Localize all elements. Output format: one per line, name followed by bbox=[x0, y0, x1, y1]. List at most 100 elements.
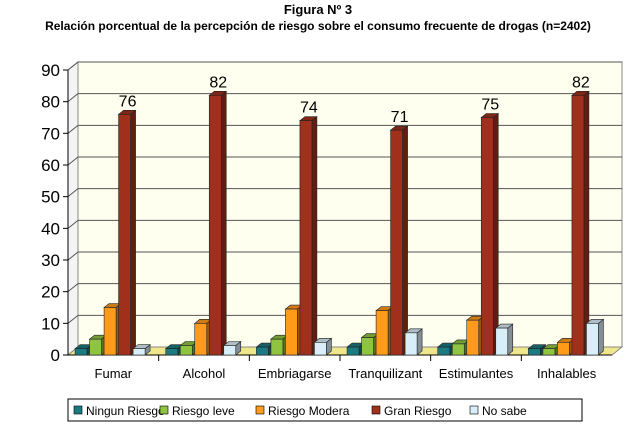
x-tick-label: Fumar bbox=[95, 366, 133, 381]
gridline bbox=[67, 188, 622, 198]
x-tick-label: Inhalables bbox=[537, 366, 597, 381]
bar-front bbox=[285, 308, 298, 356]
bar-front bbox=[390, 129, 403, 356]
y-tick-label: 90 bbox=[41, 61, 60, 80]
legend-label: Ningun Riesgo bbox=[86, 404, 165, 418]
gridline bbox=[67, 93, 622, 103]
bar-side bbox=[507, 323, 514, 356]
gridline bbox=[67, 251, 622, 261]
bar-front bbox=[89, 338, 102, 356]
bar-gran-riesgo bbox=[299, 116, 318, 356]
y-tick-label: 10 bbox=[41, 314, 60, 333]
bar-no-sabe bbox=[313, 337, 333, 356]
bar-front bbox=[375, 310, 389, 356]
bar-front bbox=[299, 120, 313, 356]
data-label: 82 bbox=[209, 74, 227, 91]
bar-front bbox=[74, 348, 88, 356]
bar-front bbox=[314, 342, 327, 356]
y-tick-label: 80 bbox=[41, 93, 60, 112]
bar-side bbox=[583, 90, 590, 356]
y-tick-label: 60 bbox=[41, 156, 60, 175]
bar-gran-riesgo bbox=[117, 109, 137, 356]
bar-no-sabe bbox=[585, 318, 605, 356]
legend-box bbox=[67, 398, 583, 422]
bar-front bbox=[118, 114, 131, 356]
bar-front bbox=[586, 323, 599, 356]
legend-swatch bbox=[73, 405, 83, 415]
back-wall bbox=[77, 61, 623, 348]
bar-no-sabe bbox=[222, 340, 242, 356]
bar-gran-riesgo bbox=[208, 90, 228, 356]
gridline bbox=[67, 219, 622, 229]
legend-swatch bbox=[159, 405, 169, 415]
bar-front bbox=[194, 323, 208, 356]
bar-front bbox=[451, 343, 465, 356]
data-label: 76 bbox=[119, 93, 137, 110]
bar-front bbox=[179, 345, 193, 356]
bar-no-sabe bbox=[404, 328, 423, 356]
bar-riesgo-modera bbox=[193, 318, 213, 356]
bar-gran-riesgo bbox=[571, 90, 590, 356]
bar-side bbox=[402, 125, 408, 356]
data-label: 75 bbox=[481, 97, 499, 114]
legend-swatch bbox=[255, 405, 265, 415]
bar-front bbox=[542, 348, 556, 356]
data-label: 82 bbox=[572, 74, 590, 91]
chart-subtitle: Relación porcentual de la percepción de … bbox=[45, 19, 591, 33]
bar-front bbox=[256, 346, 269, 356]
bar-no-sabe bbox=[132, 344, 151, 356]
bar-side bbox=[416, 328, 423, 356]
y-tick-label: 40 bbox=[41, 219, 60, 238]
gridline bbox=[67, 124, 622, 134]
legend-swatch bbox=[371, 405, 381, 415]
legend-label: Riesgo leve bbox=[172, 404, 235, 418]
y-tick-label: 50 bbox=[41, 188, 60, 207]
bar-side bbox=[130, 109, 136, 356]
bar-front bbox=[495, 327, 509, 356]
data-label: 71 bbox=[391, 109, 409, 126]
bar-front bbox=[466, 319, 480, 356]
gridline bbox=[67, 283, 622, 293]
bar-front bbox=[571, 95, 585, 356]
bar-front bbox=[557, 342, 570, 356]
y-tick-label: 0 bbox=[51, 346, 60, 365]
bar-front bbox=[528, 348, 541, 356]
bar-gran-riesgo bbox=[389, 125, 409, 356]
gridline bbox=[67, 156, 622, 166]
y-tick-label: 20 bbox=[41, 283, 60, 302]
bar-side bbox=[220, 90, 227, 356]
bar-front bbox=[480, 117, 494, 356]
x-tick-label: Embriagarse bbox=[258, 366, 332, 381]
bar-front bbox=[208, 95, 222, 356]
y-tick-label: 70 bbox=[41, 124, 60, 143]
bar-front bbox=[165, 348, 179, 356]
x-tick-label: Tranquilizant bbox=[348, 366, 422, 381]
chart-title: Figura Nº 3 bbox=[283, 2, 353, 17]
bar-side bbox=[311, 116, 318, 356]
side-wall bbox=[67, 60, 79, 357]
bar-front bbox=[270, 338, 284, 356]
legend-label: Gran Riesgo bbox=[384, 404, 452, 418]
legend-label: Riesgo Modera bbox=[268, 404, 350, 418]
legend: Ningun Riesgo Riesgo leve Riesgo Modera Gra… bbox=[67, 398, 583, 422]
x-tick-label: Alcohol bbox=[183, 366, 226, 381]
x-tick-label: Estimulantes bbox=[439, 366, 514, 381]
bar-front bbox=[361, 337, 374, 356]
legend-label: No sabe bbox=[482, 404, 527, 418]
gridline bbox=[67, 314, 622, 324]
bar-front bbox=[223, 345, 237, 356]
bar-gran-riesgo bbox=[480, 112, 500, 356]
bar-front bbox=[437, 346, 451, 356]
bar-side bbox=[598, 318, 604, 356]
y-tick-label: 30 bbox=[41, 251, 60, 270]
bar-front bbox=[404, 332, 418, 356]
bar-side bbox=[492, 112, 499, 356]
bar-front bbox=[346, 346, 360, 356]
gridline bbox=[67, 61, 622, 71]
bar-no-sabe bbox=[494, 323, 514, 356]
legend-swatch bbox=[469, 405, 479, 415]
bar-front bbox=[132, 348, 146, 356]
data-label: 74 bbox=[300, 100, 318, 117]
